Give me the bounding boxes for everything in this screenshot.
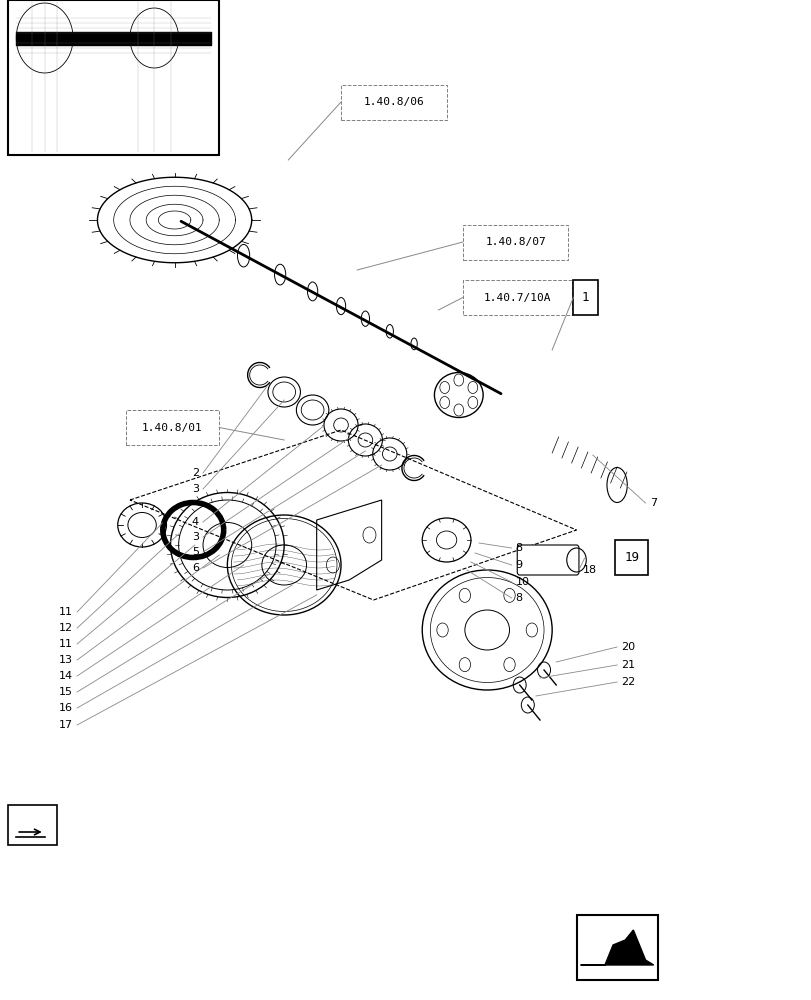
Text: 13: 13: [59, 655, 73, 665]
Text: 17: 17: [59, 720, 73, 730]
Text: 6: 6: [191, 563, 199, 573]
Text: 1.40.8/07: 1.40.8/07: [485, 237, 545, 247]
Text: 10: 10: [515, 577, 529, 587]
Text: 9: 9: [515, 560, 522, 570]
FancyBboxPatch shape: [462, 280, 572, 315]
Text: 1.40.8/01: 1.40.8/01: [142, 422, 203, 432]
Text: 16: 16: [59, 703, 73, 713]
Polygon shape: [580, 930, 653, 965]
Bar: [576, 915, 657, 980]
Text: 1.40.8/06: 1.40.8/06: [363, 98, 423, 107]
Circle shape: [453, 404, 463, 416]
Circle shape: [467, 382, 477, 394]
Text: 8: 8: [515, 593, 522, 603]
FancyBboxPatch shape: [462, 225, 568, 260]
Text: 5: 5: [191, 547, 199, 557]
FancyBboxPatch shape: [517, 545, 578, 575]
Text: 3: 3: [191, 532, 199, 542]
Text: 12: 12: [59, 623, 73, 633]
Text: 11: 11: [59, 639, 73, 649]
Text: 19: 19: [624, 551, 638, 564]
FancyBboxPatch shape: [341, 85, 446, 120]
FancyBboxPatch shape: [126, 410, 219, 445]
Text: 21: 21: [620, 660, 634, 670]
Circle shape: [440, 382, 449, 394]
Text: 18: 18: [582, 565, 596, 575]
Text: 4: 4: [191, 517, 199, 527]
Text: 20: 20: [620, 642, 634, 652]
Bar: [8, 805, 57, 845]
Text: 15: 15: [59, 687, 73, 697]
Text: 1.40.7/10A: 1.40.7/10A: [483, 292, 551, 302]
Text: 22: 22: [620, 677, 635, 687]
Text: 7: 7: [649, 498, 656, 508]
Text: 1: 1: [581, 291, 589, 304]
Text: 11: 11: [59, 607, 73, 617]
Circle shape: [467, 397, 477, 409]
FancyBboxPatch shape: [615, 540, 647, 575]
Text: 2: 2: [191, 468, 199, 478]
Text: 14: 14: [59, 671, 73, 681]
Text: 8: 8: [515, 543, 522, 553]
FancyBboxPatch shape: [573, 280, 597, 315]
Bar: [8, 0, 219, 155]
Circle shape: [453, 374, 463, 386]
Text: 3: 3: [191, 484, 199, 494]
Circle shape: [440, 396, 449, 408]
